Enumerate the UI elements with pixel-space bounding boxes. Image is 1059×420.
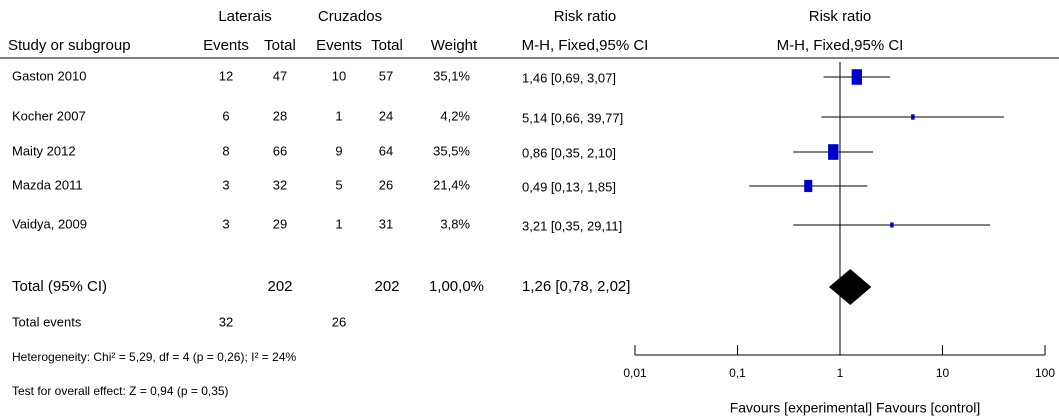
study-name: Mazda 2011 — [12, 177, 83, 192]
cell: 28 — [273, 108, 287, 123]
x-tick-label: 10 — [936, 366, 950, 380]
ci-label: 5,14 [0,66, 39,77] — [522, 110, 623, 125]
header: Risk ratio — [554, 8, 617, 25]
x-axis-label: Favours [experimental] Favours [control] — [730, 400, 981, 416]
cell: 66 — [273, 143, 287, 158]
ci-label: 0,49 [0,13, 1,85] — [522, 179, 616, 194]
effect-box — [851, 69, 863, 85]
weight-label: 35,5% — [433, 143, 470, 158]
x-tick-label: 0,1 — [729, 366, 746, 380]
x-tick-label: 0,01 — [623, 366, 647, 380]
cell: 64 — [379, 143, 393, 158]
header: Risk ratio — [809, 8, 872, 25]
header: M-H, Fixed,95% CI — [777, 37, 904, 54]
effect-box — [804, 179, 813, 193]
effect-box — [911, 114, 915, 120]
header: Events — [316, 37, 362, 54]
weight-label: 4,2% — [440, 108, 470, 123]
cell: 1 — [335, 108, 342, 123]
study-name: Maity 2012 — [12, 143, 76, 158]
effect-box — [890, 222, 894, 228]
header: Weight — [431, 37, 478, 54]
events-label: Total events — [12, 314, 82, 329]
ci-label: 3,21 [0,35, 29,11] — [522, 218, 622, 233]
cell: 24 — [379, 108, 393, 123]
ci-label: 1,46 [0,69, 3,07] — [522, 70, 616, 85]
cell: 29 — [273, 216, 287, 231]
weight-label: 21,4% — [433, 177, 470, 192]
cell: 26 — [379, 177, 393, 192]
cell: 12 — [219, 68, 233, 83]
cell: 9 — [335, 143, 342, 158]
header: Total — [371, 37, 403, 54]
total-weight: 1,00,0% — [429, 278, 484, 295]
cell: 10 — [332, 68, 346, 83]
cell: 5 — [335, 177, 342, 192]
overall-effect: Test for overall effect: Z = 0,94 (p = 0… — [12, 384, 229, 398]
cell: 8 — [222, 143, 229, 158]
header: M-H, Fixed,95% CI — [522, 37, 649, 54]
total-cell: 202 — [374, 278, 399, 295]
x-tick-label: 100 — [1035, 366, 1055, 380]
cell: 57 — [379, 68, 393, 83]
weight-label: 3,8% — [440, 216, 470, 231]
header: Laterais — [218, 8, 271, 25]
study-name: Kocher 2007 — [12, 108, 86, 123]
ci-label: 0,86 [0,35, 2,10] — [522, 145, 616, 160]
cell: 1 — [335, 216, 342, 231]
events-cell: 32 — [219, 314, 233, 329]
weight-label: 35,1% — [433, 68, 470, 83]
cell: 32 — [273, 177, 287, 192]
header: Events — [203, 37, 249, 54]
heterogeneity: Heterogeneity: Chi² = 5,29, df = 4 (p = … — [12, 350, 296, 364]
cell: 6 — [222, 108, 229, 123]
x-tick-label: 1 — [837, 366, 844, 380]
cell: 3 — [222, 177, 229, 192]
cell: 47 — [273, 68, 287, 83]
study-name: Gaston 2010 — [12, 68, 86, 83]
header: Cruzados — [318, 8, 382, 25]
total-cell: 202 — [267, 278, 292, 295]
study-name: Vaidya, 2009 — [12, 216, 87, 231]
header: Total — [264, 37, 296, 54]
header: Study or subgroup — [8, 37, 131, 54]
effect-box — [828, 144, 839, 160]
cell: 31 — [379, 216, 393, 231]
total-diamond — [828, 269, 872, 305]
cell: 3 — [222, 216, 229, 231]
events-cell: 26 — [332, 314, 346, 329]
total-label: Total (95% CI) — [12, 278, 107, 295]
total-ci-label: 1,26 [0,78, 2,02] — [522, 278, 630, 295]
